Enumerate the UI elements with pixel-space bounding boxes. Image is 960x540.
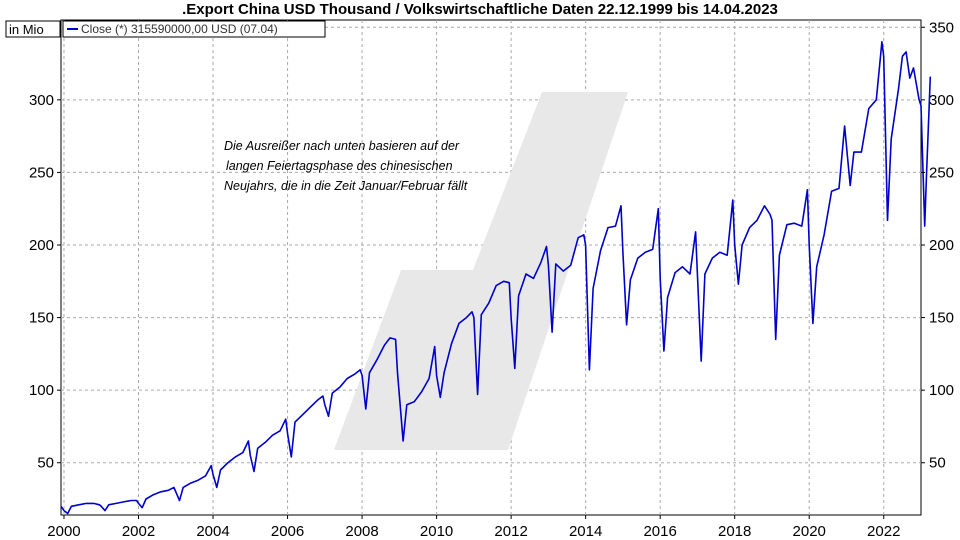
x-tick-label: 2010: [420, 523, 453, 540]
y-tick-label-right: 250: [929, 164, 954, 181]
unit-label-box: [5, 20, 61, 38]
legend-label: Close (*) 315590000,00 USD (07.04): [81, 22, 278, 36]
x-tick-label: 2004: [196, 523, 229, 540]
x-tick-label: 2022: [867, 523, 900, 540]
x-axis-ticks: 2000 2002 2004 2006 2008 2010 2012 2014 2016 2018…: [47, 515, 900, 540]
x-tick-label: 2020: [793, 523, 826, 540]
x-tick-label: 2008: [345, 523, 378, 540]
x-tick-label: 2016: [643, 523, 676, 540]
x-tick-label: 2012: [494, 523, 527, 540]
x-tick-label: 2006: [271, 523, 304, 540]
y-tick-label-left: 200: [29, 237, 54, 254]
chart-title: .Export China USD Thousand / Volkswirtsc…: [182, 1, 778, 18]
y-tick-label-left: 300: [29, 92, 54, 109]
y-tick-label-right: 300: [929, 92, 954, 109]
x-tick-label: 2014: [569, 523, 602, 540]
annotation-line-1: Die Ausreißer nach unten basieren auf de…: [224, 139, 460, 153]
y-tick-label-right: 350: [929, 19, 954, 36]
x-tick-label: 2000: [47, 523, 80, 540]
y-tick-label-right: 150: [929, 310, 954, 327]
y-tick-label-left: 250: [29, 164, 54, 181]
y-tick-label-right: 50: [929, 455, 946, 472]
y-tick-label-left: 50: [37, 455, 54, 472]
y-tick-label-right: 100: [929, 382, 954, 399]
series-line: [60, 41, 932, 515]
legend-box: [62, 20, 326, 38]
x-tick-label: 2002: [122, 523, 155, 540]
y-tick-label-left: 150: [29, 310, 54, 327]
unit-label: in Mio: [9, 22, 44, 37]
watermark-logo: [334, 92, 628, 450]
grid-lines: [61, 20, 921, 515]
x-tick-label: 2018: [718, 523, 751, 540]
annotation-line-3: Neujahrs, die in die Zeit Januar/Februar…: [224, 179, 468, 193]
series-layer: [60, 41, 932, 515]
annotation-line-2: langen Feiertagsphase des chinesischen: [226, 159, 453, 173]
y-tick-label-right: 200: [929, 237, 954, 254]
y-axis-right-ticks: 50 100 150 200 250 300 350: [921, 19, 954, 472]
y-tick-label-left: 100: [29, 382, 54, 399]
